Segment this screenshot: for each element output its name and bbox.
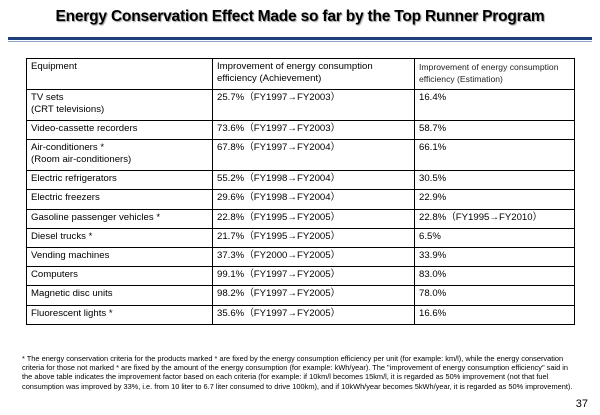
header-estimation: Improvement of energy consumption effici… xyxy=(414,58,575,90)
estimation-cell: 16.6% xyxy=(414,304,575,325)
table-row: Vending machines 37.3%（FY2000→FY2005） 33… xyxy=(26,246,575,268)
equipment-cell: TV sets (CRT televisions) xyxy=(26,89,213,121)
equipment-cell: Air-conditioners * (Room air-conditioners… xyxy=(26,139,213,172)
equipment-cell: Magnetic disc units xyxy=(26,285,213,306)
achievement-cell: 22.8%（FY1995→FY2005） xyxy=(212,208,415,229)
equipment-name: TV sets xyxy=(31,92,64,103)
achievement-cell: 25.7%（FY1997→FY2003） xyxy=(212,89,415,121)
table-row: Gasoline passenger vehicles * 22.8%（FY19… xyxy=(26,208,575,229)
table-row: TV sets (CRT televisions) 25.7%（FY1997→FY… xyxy=(26,89,575,121)
achievement-cell: 21.7%（FY1995→FY2005） xyxy=(212,227,415,248)
equipment-cell: Electric refrigerators xyxy=(26,170,213,191)
estimation-cell: 22.8%（FY1995→FY2010） xyxy=(414,208,575,229)
achievement-cell: 29.6%（FY1998→FY2004） xyxy=(212,189,415,210)
page-number: 37 xyxy=(575,398,588,410)
equipment-cell: Video-cassette recorders xyxy=(26,119,213,141)
table-row: Air-conditioners * (Room air-conditioners… xyxy=(26,139,575,172)
footnote: * The energy conservation criteria for t… xyxy=(22,354,573,391)
table-row: Video-cassette recorders 73.6%（FY1997→FY… xyxy=(26,119,575,141)
equipment-cell: Computers xyxy=(26,266,213,287)
title-divider xyxy=(8,37,592,40)
table-header-row: Equipment Improvement of energy consumpt… xyxy=(26,58,575,90)
achievement-cell: 35.6%（FY1997→FY2005） xyxy=(212,304,415,325)
table-row: Electric freezers 29.6%（FY1998→FY2004） 2… xyxy=(26,189,575,210)
table-row: Computers 99.1%（FY1997→FY2005） 83.0% xyxy=(26,266,575,287)
estimation-cell: 66.1% xyxy=(414,139,575,172)
energy-efficiency-table: Equipment Improvement of energy consumpt… xyxy=(26,58,575,325)
equipment-cell: Vending machines xyxy=(26,246,213,268)
table-row: Electric refrigerators 55.2%（FY1998→FY20… xyxy=(26,170,575,191)
table-row: Magnetic disc units 98.2%（FY1997→FY2005）… xyxy=(26,285,575,306)
estimation-cell: 6.5% xyxy=(414,227,575,248)
equipment-cell: Gasoline passenger vehicles * xyxy=(26,208,213,229)
achievement-cell: 67.8%（FY1997→FY2004） xyxy=(212,139,415,172)
estimation-cell: 58.7% xyxy=(414,119,575,141)
equipment-subname: (CRT televisions) xyxy=(31,104,105,116)
equipment-cell: Fluorescent lights * xyxy=(26,304,213,325)
estimation-cell: 83.0% xyxy=(414,266,575,287)
title-divider-thin xyxy=(8,41,592,42)
table-row: Diesel trucks * 21.7%（FY1995→FY2005） 6.5… xyxy=(26,227,575,248)
achievement-cell: 55.2%（FY1998→FY2004） xyxy=(212,170,415,191)
achievement-cell: 98.2%（FY1997→FY2005） xyxy=(212,285,415,306)
estimation-cell: 22.9% xyxy=(414,189,575,210)
header-equipment: Equipment xyxy=(26,58,213,90)
equipment-subname: (Room air-conditioners) xyxy=(31,154,132,166)
achievement-cell: 99.1%（FY1997→FY2005） xyxy=(212,266,415,287)
table-row: Fluorescent lights * 35.6%（FY1997→FY2005… xyxy=(26,304,575,325)
equipment-cell: Electric freezers xyxy=(26,189,213,210)
achievement-cell: 37.3%（FY2000→FY2005） xyxy=(212,246,415,268)
page-title: Energy Conservation Effect Made so far b… xyxy=(55,8,545,25)
equipment-cell: Diesel trucks * xyxy=(26,227,213,248)
achievement-cell: 73.6%（FY1997→FY2003） xyxy=(212,119,415,141)
estimation-cell: 16.4% xyxy=(414,89,575,121)
equipment-name: Air-conditioners * xyxy=(31,142,105,154)
estimation-cell: 33.9% xyxy=(414,246,575,268)
header-achievement: Improvement of energy consumption effici… xyxy=(212,58,415,90)
estimation-cell: 78.0% xyxy=(414,285,575,306)
estimation-cell: 30.5% xyxy=(414,170,575,191)
